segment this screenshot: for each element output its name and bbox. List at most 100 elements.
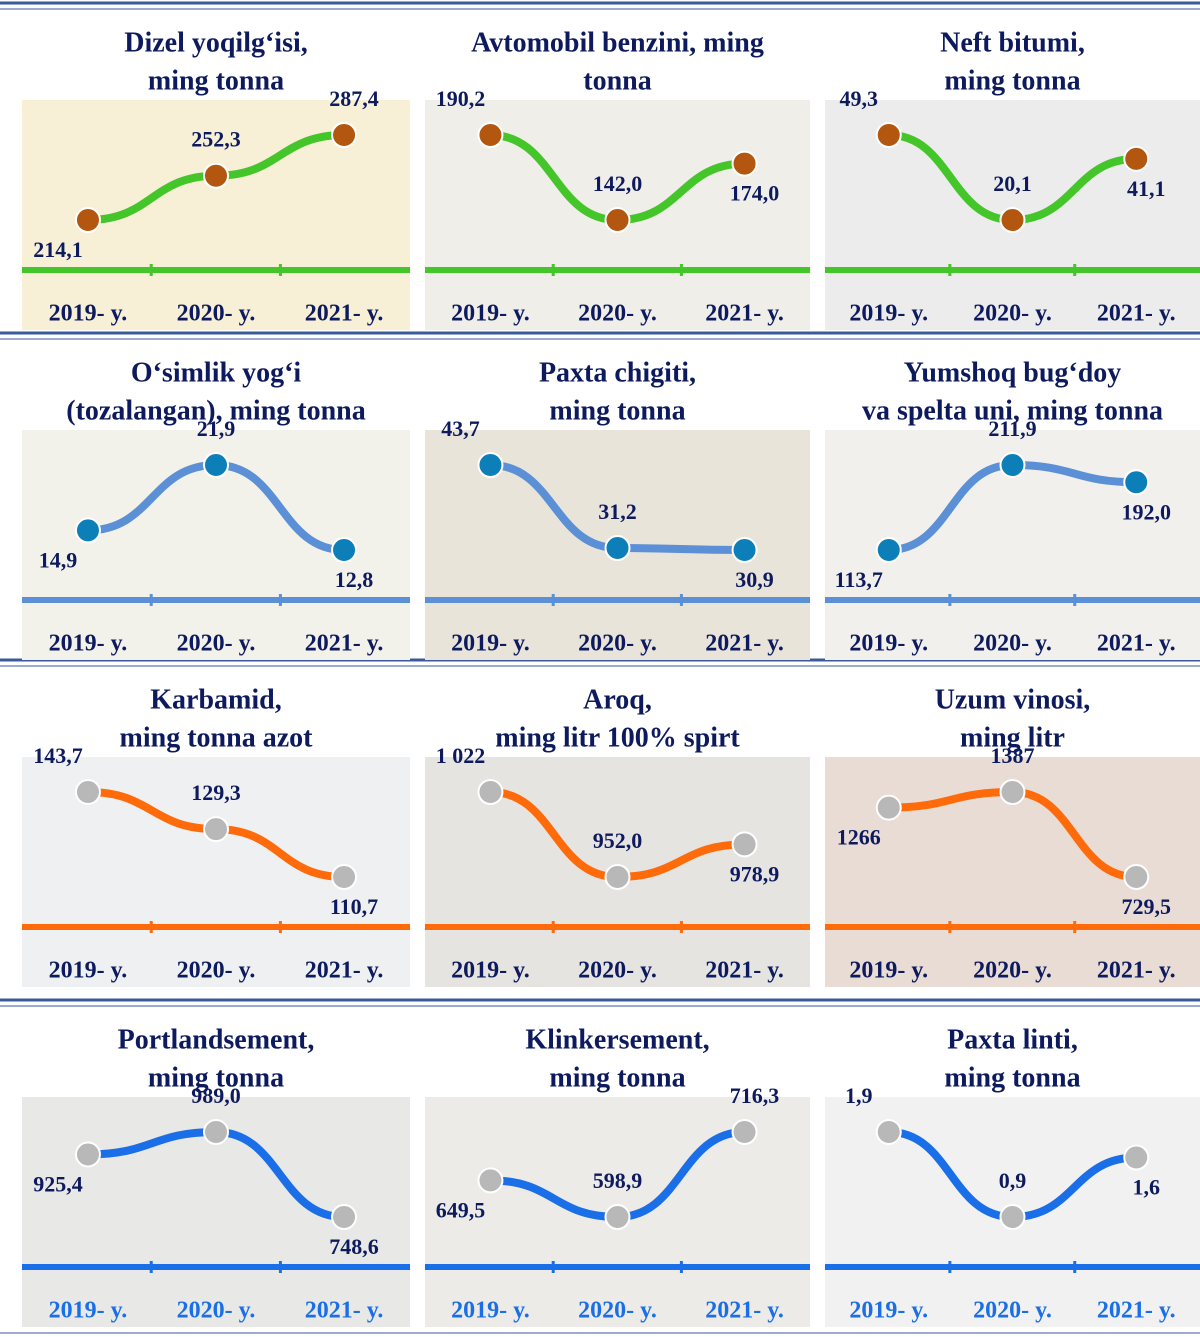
data-label: 952,0 xyxy=(593,828,643,853)
x-tick-label: 2019- y. xyxy=(849,1298,928,1324)
x-tick-label: 2019- y. xyxy=(849,301,928,327)
data-point xyxy=(203,816,229,843)
data-point xyxy=(203,452,229,478)
data-point xyxy=(875,537,902,563)
data-label: 20,1 xyxy=(993,171,1032,196)
data-label: 12,8 xyxy=(335,567,374,592)
data-label: 41,1 xyxy=(1127,176,1166,201)
chart-title: Klinkersement, xyxy=(525,1024,709,1055)
data-label: 43,7 xyxy=(441,416,480,441)
chart-title: O‘simlik yog‘i xyxy=(131,357,302,388)
data-point xyxy=(331,122,358,148)
x-tick-label: 2020- y. xyxy=(177,1298,256,1324)
data-label: 989,0 xyxy=(191,1083,241,1108)
chart-title: ming tonna xyxy=(549,1062,685,1093)
data-point xyxy=(999,452,1026,478)
data-label: 649,5 xyxy=(436,1197,486,1222)
data-label: 214,1 xyxy=(33,237,83,262)
data-point xyxy=(74,779,101,805)
data-point xyxy=(1123,864,1150,890)
x-tick-label: 2020- y. xyxy=(177,301,256,327)
chart-title: ming litr 100% spirt xyxy=(495,722,740,753)
data-point xyxy=(999,1204,1026,1230)
chart-panel: Paxta chigiti, ming tonna 43,7 2019- y. 31,2… xyxy=(425,357,810,660)
data-label: 598,9 xyxy=(593,1168,643,1193)
x-tick-label: 2020- y. xyxy=(177,958,256,984)
chart-panel: Karbamid, ming tonna azot 143,7 2019- y. 129… xyxy=(22,684,410,987)
data-label: 192,0 xyxy=(1122,499,1172,524)
data-label: 110,7 xyxy=(330,894,378,919)
data-point xyxy=(604,1204,631,1230)
chart-title: Aroq, xyxy=(583,684,652,715)
x-tick-label: 2019- y. xyxy=(49,1298,128,1324)
x-tick-label: 2020- y. xyxy=(578,301,657,327)
x-tick-label: 2020- y. xyxy=(973,301,1052,327)
data-label: 21,9 xyxy=(197,416,236,441)
x-tick-label: 2021- y. xyxy=(705,1298,784,1324)
x-tick-label: 2019- y. xyxy=(451,1298,530,1324)
data-label: 1266 xyxy=(837,825,881,850)
x-tick-label: 2021- y. xyxy=(305,958,384,984)
data-label: 174,0 xyxy=(730,181,780,206)
x-tick-label: 2021- y. xyxy=(705,631,784,657)
chart-panel: Avtomobil benzini, ming tonna 190,2 2019- y… xyxy=(425,27,810,330)
x-tick-label: 2020- y. xyxy=(578,631,657,657)
data-label: 31,2 xyxy=(598,499,637,524)
data-label: 143,7 xyxy=(33,743,83,768)
data-point xyxy=(74,517,101,544)
chart-panel: Portlandsement, ming tonna 925,4 2019- y. 98… xyxy=(22,1024,410,1327)
data-label: 190,2 xyxy=(436,86,486,111)
data-point xyxy=(477,779,504,805)
data-point xyxy=(999,779,1026,805)
data-point xyxy=(74,207,101,233)
data-point xyxy=(731,831,758,858)
data-label: 14,9 xyxy=(39,547,78,572)
chart-panel: O‘simlik yog‘i (tozalangan), ming tonna 14… xyxy=(22,357,410,660)
data-label: 1,6 xyxy=(1133,1175,1161,1200)
data-label: 287,4 xyxy=(329,86,379,111)
data-label: 978,9 xyxy=(730,861,780,886)
data-point xyxy=(875,122,902,148)
chart-title: ming tonna xyxy=(944,1062,1080,1093)
data-label: 729,5 xyxy=(1122,894,1172,919)
data-point xyxy=(331,1204,358,1230)
chart-title: Dizel yoqilg‘isi, xyxy=(124,27,308,58)
data-label: 211,9 xyxy=(988,416,1036,441)
data-point xyxy=(1123,469,1150,496)
x-tick-label: 2021- y. xyxy=(705,301,784,327)
x-tick-label: 2021- y. xyxy=(1097,631,1176,657)
data-point xyxy=(875,794,902,821)
data-point xyxy=(875,1119,902,1145)
data-point xyxy=(331,864,358,890)
chart-panel: Yumshoq bug‘doy va spelta uni, ming tonna… xyxy=(825,357,1200,660)
x-tick-label: 2020- y. xyxy=(973,631,1052,657)
chart-title: Paxta chigiti, xyxy=(539,357,696,388)
data-label: 113,7 xyxy=(835,567,883,592)
x-tick-label: 2020- y. xyxy=(973,1298,1052,1324)
data-point xyxy=(1123,145,1150,172)
chart-title: Uzum vinosi, xyxy=(935,684,1091,715)
data-label: 142,0 xyxy=(593,171,643,196)
x-tick-label: 2020- y. xyxy=(177,631,256,657)
x-tick-label: 2020- y. xyxy=(973,958,1052,984)
chart-title: Avtomobil benzini, ming xyxy=(471,27,764,58)
data-point xyxy=(1123,1144,1150,1171)
data-label: 252,3 xyxy=(191,127,241,152)
data-label: 129,3 xyxy=(191,780,241,805)
x-tick-label: 2019- y. xyxy=(849,631,928,657)
data-point xyxy=(477,452,504,478)
data-label: 925,4 xyxy=(33,1172,83,1197)
chart-title: Paxta linti, xyxy=(947,1024,1078,1055)
x-tick-label: 2021- y. xyxy=(1097,1298,1176,1324)
chart-title: Yumshoq bug‘doy xyxy=(904,357,1122,388)
chart-title: ming tonna xyxy=(944,65,1080,96)
chart-title: Karbamid, xyxy=(150,684,281,715)
data-point xyxy=(477,122,504,148)
chart-title: (tozalangan), ming tonna xyxy=(66,395,365,426)
data-point xyxy=(477,1167,504,1194)
data-point xyxy=(731,537,758,563)
data-label: 1387 xyxy=(991,743,1035,768)
x-tick-label: 2019- y. xyxy=(49,301,128,327)
